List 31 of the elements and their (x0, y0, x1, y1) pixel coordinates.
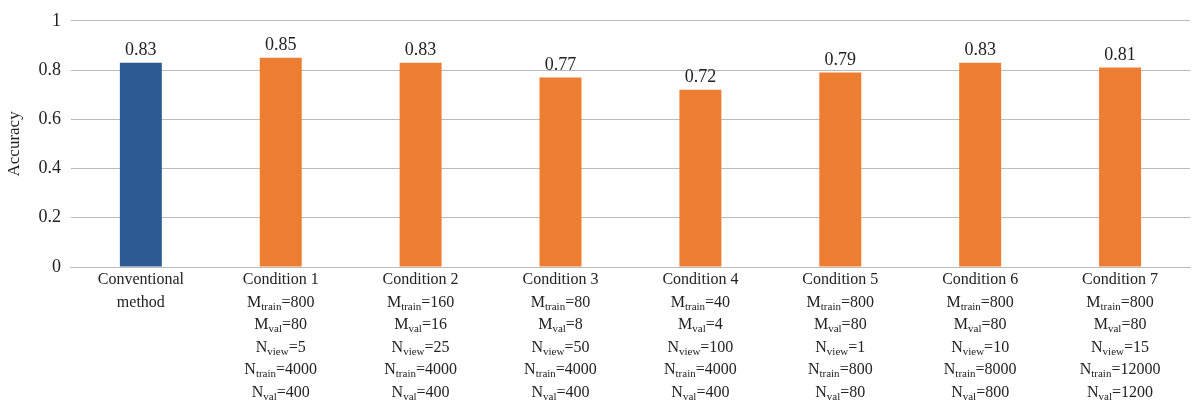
y-tick-label: 1 (51, 9, 61, 30)
y-tick-label: 0.2 (38, 206, 61, 227)
category-label: Condition 2 M$_{train}$=160 M$_{val}$=16 N$_{view}$=25 N$_{train}$=4000 N$_{val}$=400 (382, 270, 459, 402)
data-label: 0.77 (544, 54, 577, 75)
data-label: 0.72 (684, 66, 717, 87)
data-label: 0.81 (1104, 44, 1136, 65)
data-label: 0.85 (264, 34, 297, 55)
bar (1099, 67, 1142, 267)
bar (399, 62, 442, 267)
bar (539, 77, 582, 267)
bar (259, 57, 302, 267)
data-label: 0.83 (964, 39, 996, 60)
category-label: Condition 6 M$_{train}$=800 M$_{val}$=80 N$_{view}$=10 N$_{train}$=8000 N$_{val}$=800 (942, 270, 1019, 402)
y-axis-title: Accuracy (3, 110, 23, 177)
data-label: 0.83 (404, 39, 437, 60)
bar (119, 62, 162, 267)
data-label: 0.79 (824, 49, 857, 70)
y-tick-label: 0 (51, 255, 61, 276)
category-label: Condition 5 M$_{train}$=800 M$_{val}$=80 N$_{view}$=1 N$_{train}$=800 N$_{val}$=80 (802, 270, 879, 402)
y-tick-label: 0.6 (38, 108, 61, 129)
y-tick-label: 0.4 (38, 157, 61, 178)
bar (819, 72, 862, 267)
data-label: 0.83 (125, 39, 157, 60)
category-label: Condition 7 M$_{train}$=800 M$_{val}$=80 N$_{view}$=15 N$_{train}$=12000 N$_{val}$=1200 (1079, 270, 1161, 402)
x-tick-label: Conventional method (96, 269, 185, 312)
bar (959, 62, 1002, 267)
bar (679, 89, 722, 267)
category-label: Condition 3 M$_{train}$=80 M$_{val}$=8 N$_{view}$=50 N$_{train}$=4000 N$_{val}$=400 (522, 270, 599, 402)
category-label: Condition 4 M$_{train}$=40 M$_{val}$=4 N$_{view}$=100 N$_{train}$=4000 N$_{val}$=400 (662, 270, 739, 402)
category-label: Condition 1 M$_{train}$=800 M$_{val}$=80 N$_{view}$=5 N$_{train}$=4000 N$_{val}$=400 (242, 270, 319, 402)
y-tick-label: 0.8 (38, 58, 61, 79)
